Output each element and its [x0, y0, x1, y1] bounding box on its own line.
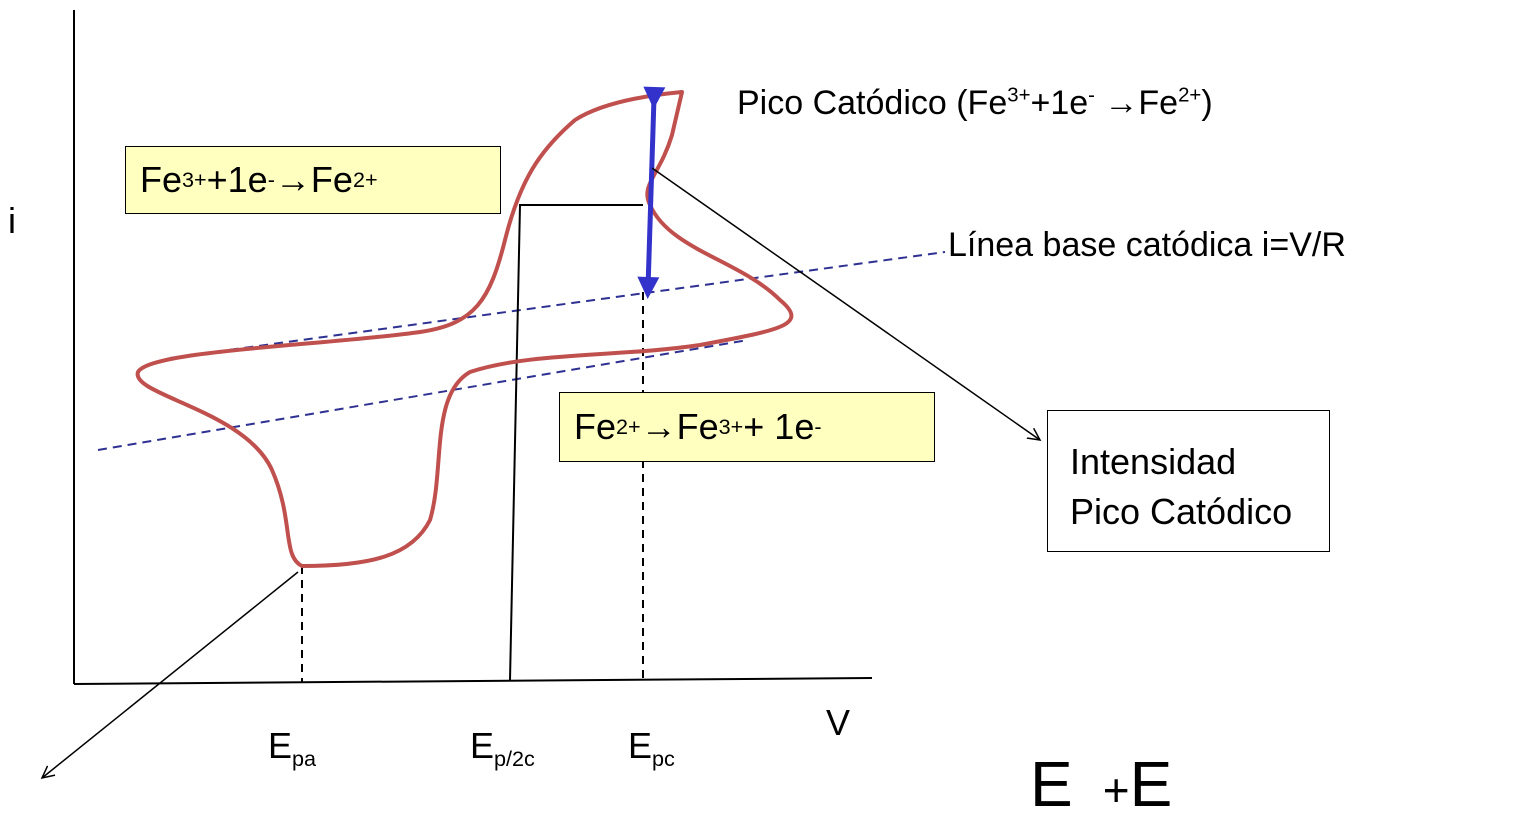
voltammogram-diagram	[0, 10, 1513, 782]
reduction-reaction-box: Fe 3+ +1e - →Fe 2+	[125, 146, 501, 214]
bottom-formula-fragment: E+E	[1030, 748, 1203, 820]
cathodic-baseline	[169, 251, 946, 359]
intensity-callout-arrow	[651, 167, 1040, 440]
intensity-peak-box: Intensidad Pico Catódico	[1047, 410, 1330, 552]
epa-callout-arrow	[42, 571, 299, 778]
oxidation-reaction-box: Fe 2+ →Fe 3+ + 1e -	[559, 392, 935, 462]
anodic-baseline	[97, 339, 749, 451]
intensity-box-line1: Intensidad	[1070, 441, 1237, 482]
peak-intensity-arrow	[637, 86, 666, 299]
cv-curve	[135, 90, 794, 568]
tick-label-epa: Epa	[268, 725, 317, 772]
tick-label-ep2c: Ep/2c	[470, 725, 535, 772]
cathodic-peak-label: Pico Catódico (Fe3++1e- →Fe2+)	[737, 84, 1213, 122]
half-peak-lines	[509, 204, 643, 681]
cathodic-baseline-label: Línea base catódica i=V/R	[948, 226, 1346, 264]
x-axis-label: V	[826, 702, 851, 743]
tick-label-epc: Epc	[628, 725, 675, 772]
x-axis	[73, 677, 873, 685]
intensity-box-line2: Pico Catódico	[1070, 491, 1293, 533]
y-axis-label: i	[8, 200, 16, 241]
